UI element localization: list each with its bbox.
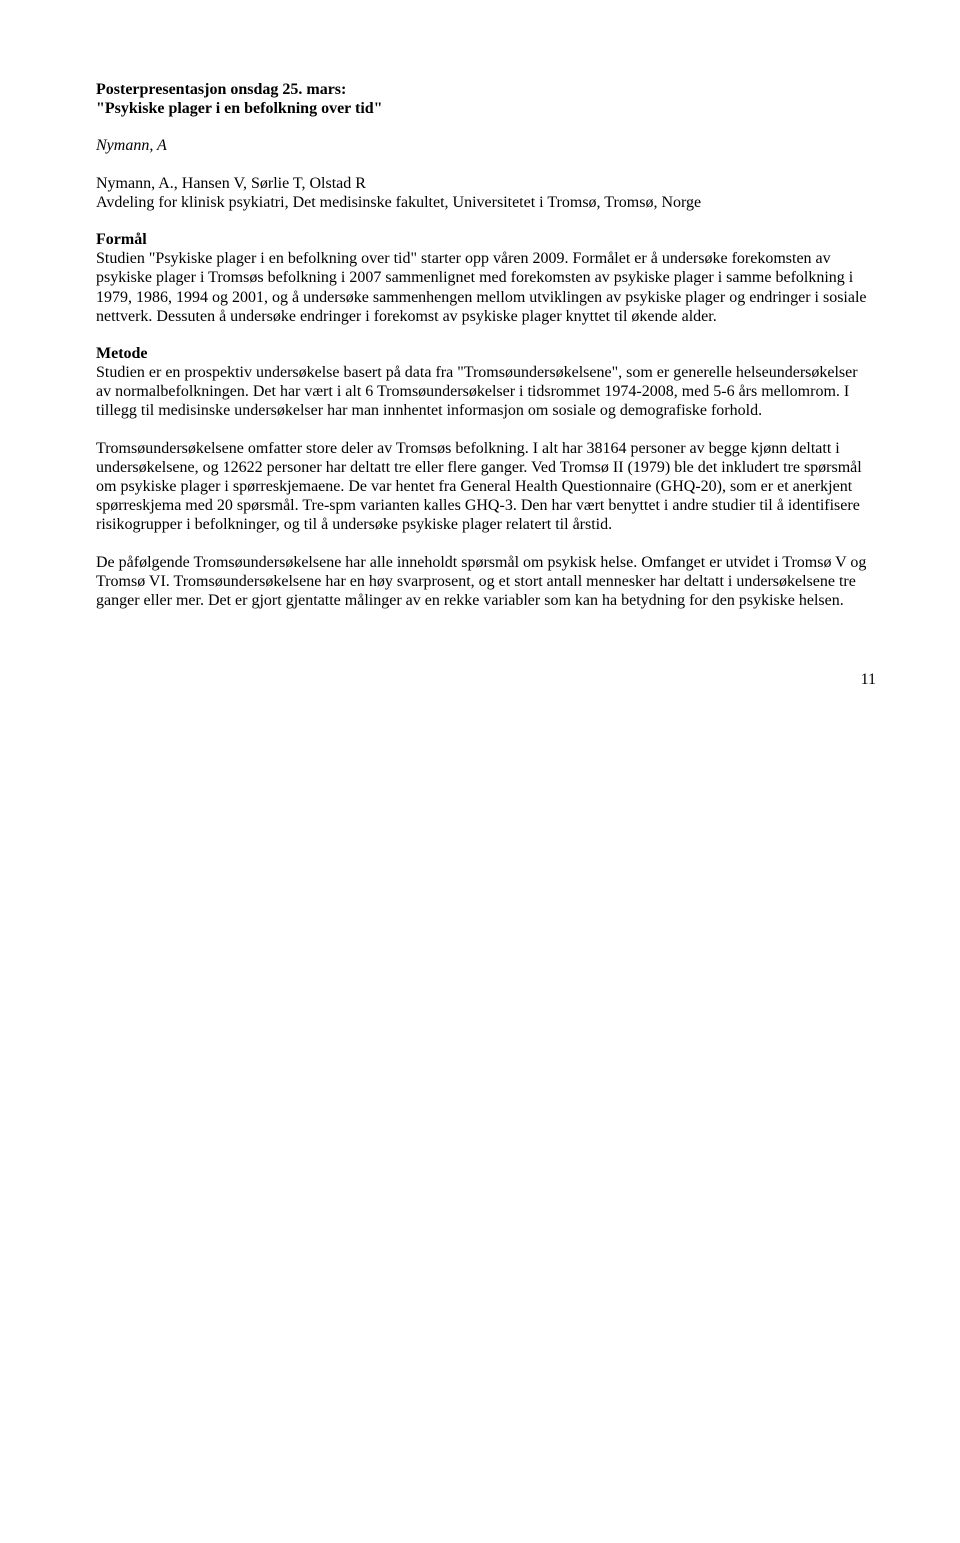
authors-affiliation-block: Nymann, A., Hansen V, Sørlie T, Olstad R… xyxy=(96,174,876,212)
section-metode-intro: Metode Studien er en prospektiv undersøk… xyxy=(96,344,876,421)
formal-heading: Formål xyxy=(96,231,147,248)
header-line-1: Posterpresentasjon onsdag 25. mars: xyxy=(96,80,876,99)
metode-paragraph-1: Studien er en prospektiv undersøkelse ba… xyxy=(96,364,858,419)
metode-paragraph-2: Tromsøundersøkelsene omfatter store dele… xyxy=(96,439,876,535)
page-number: 11 xyxy=(96,670,876,689)
author-primary: Nymann, A xyxy=(96,136,876,155)
document-header: Posterpresentasjon onsdag 25. mars: "Psy… xyxy=(96,80,876,118)
header-line-2: "Psykiske plager i en befolkning over ti… xyxy=(96,99,876,118)
affiliation: Avdeling for klinisk psykiatri, Det medi… xyxy=(96,194,701,211)
metode-heading: Metode xyxy=(96,345,148,362)
section-formal: Formål Studien "Psykiske plager i en bef… xyxy=(96,230,876,326)
authors-line: Nymann, A., Hansen V, Sørlie T, Olstad R xyxy=(96,175,366,192)
metode-paragraph-3: De påfølgende Tromsøundersøkelsene har a… xyxy=(96,553,876,611)
formal-text: Studien "Psykiske plager i en befolkning… xyxy=(96,250,867,325)
